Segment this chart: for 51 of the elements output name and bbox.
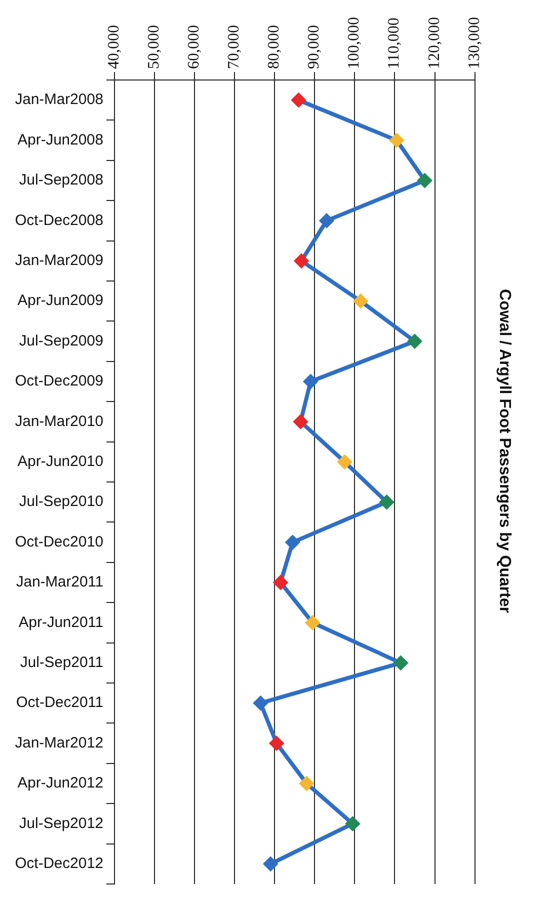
x-tick-label: 80,000 bbox=[266, 25, 283, 69]
x-tick-label: 100,000 bbox=[346, 17, 363, 69]
y-tick-label: Oct-Dec2012 bbox=[15, 855, 104, 872]
y-tick-label: Apr-Jun2011 bbox=[18, 614, 104, 631]
x-tick-label: 70,000 bbox=[226, 25, 243, 69]
y-tick-label: Apr-Jun2010 bbox=[17, 453, 104, 470]
x-tick-label: 50,000 bbox=[145, 25, 162, 69]
point bbox=[305, 615, 320, 630]
x-tick-label: 110,000 bbox=[386, 18, 403, 69]
point bbox=[291, 92, 306, 108]
x-tick-label: 60,000 bbox=[185, 25, 202, 69]
y-tick-label: Jul-Sep2008 bbox=[19, 172, 104, 189]
y-tick-label: Apr-Jun2012 bbox=[17, 774, 104, 792]
y-tick-label: Jan-Mar2010 bbox=[14, 412, 104, 430]
point bbox=[294, 253, 309, 268]
point bbox=[285, 534, 300, 550]
point bbox=[353, 294, 368, 309]
point bbox=[389, 132, 404, 148]
y-tick-label: Oct-Dec2010 bbox=[15, 533, 104, 550]
text: Cowal / Argyll Foot Passengers by Quarter bbox=[496, 289, 513, 613]
y-tick-label: Jan-Mar2011 bbox=[16, 574, 104, 591]
point bbox=[393, 655, 408, 670]
x-tick-label: 90,000 bbox=[306, 25, 323, 69]
point bbox=[337, 454, 352, 470]
x-tick-label: 40,000 bbox=[105, 25, 122, 69]
point bbox=[319, 213, 334, 228]
point bbox=[417, 173, 432, 188]
y-tick-label: Apr-Jun2009 bbox=[17, 292, 104, 310]
y-tick-label: Apr-Jun2008 bbox=[17, 131, 104, 148]
point bbox=[407, 334, 422, 349]
y-tick-label: Oct-Dec2009 bbox=[15, 372, 104, 390]
y-tick-label: Jul-Sep2009 bbox=[19, 332, 104, 350]
point bbox=[345, 816, 360, 832]
y-tick-label: Jan-Mar2008 bbox=[14, 91, 104, 108]
y-tick-label: Jul-Sep2010 bbox=[19, 493, 104, 510]
y-tick-label: Jul-Sep2012 bbox=[19, 814, 104, 832]
point bbox=[253, 696, 268, 711]
point bbox=[263, 856, 278, 872]
point bbox=[273, 575, 288, 590]
point bbox=[379, 494, 394, 510]
point bbox=[299, 776, 314, 791]
x-tick-label: 130,000 bbox=[466, 17, 483, 69]
y-tick-label: Oct-Dec2008 bbox=[15, 212, 104, 229]
point bbox=[293, 414, 308, 430]
y-tick-label: Jul-Sep2011 bbox=[20, 654, 104, 672]
x-tick-label: 120,000 bbox=[426, 17, 443, 69]
y-tick-label: Jan-Mar2009 bbox=[14, 252, 104, 270]
y-tick-label: Oct-Dec2011 bbox=[16, 694, 104, 712]
point bbox=[303, 374, 318, 389]
y-tick-label: Jan-Mar2012 bbox=[14, 734, 104, 752]
point bbox=[269, 736, 284, 751]
